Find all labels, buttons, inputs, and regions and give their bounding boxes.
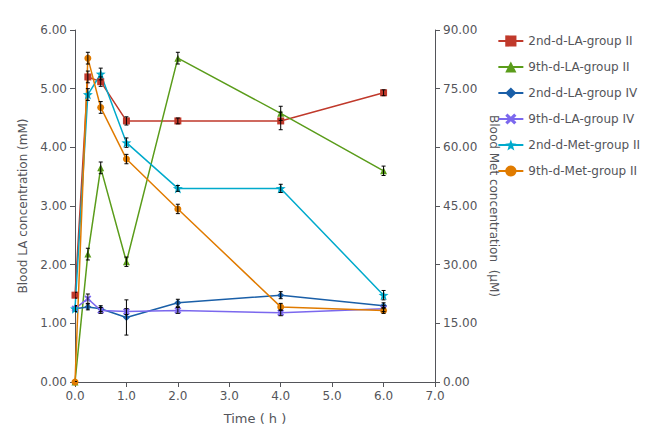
svg-text:Time ( h ): Time ( h )	[223, 411, 287, 426]
svg-text:2.0: 2.0	[168, 389, 187, 403]
svg-text:30.00: 30.00	[443, 258, 477, 272]
svg-text:4.00: 4.00	[40, 140, 67, 154]
svg-text:2.00: 2.00	[40, 258, 67, 272]
svg-text:4.0: 4.0	[271, 389, 290, 403]
svg-text:9th-d-LA-group IV: 9th-d-LA-group IV	[528, 112, 635, 126]
svg-text:15.00: 15.00	[443, 316, 477, 330]
svg-text:6.00: 6.00	[40, 23, 67, 37]
svg-text:0.0: 0.0	[65, 389, 84, 403]
svg-text:0.00: 0.00	[40, 375, 67, 389]
svg-text:60.00: 60.00	[443, 140, 477, 154]
svg-text:1.00: 1.00	[40, 316, 67, 330]
svg-text:0.00: 0.00	[443, 375, 470, 389]
svg-text:1.0: 1.0	[117, 389, 136, 403]
svg-text:Blood Met concentration (μM): Blood Met concentration (μM)	[487, 115, 501, 297]
svg-text:5.0: 5.0	[323, 389, 342, 403]
svg-text:Blood LA concentration (mM): Blood LA concentration (mM)	[16, 119, 30, 294]
svg-text:75.00: 75.00	[443, 82, 477, 96]
svg-text:90.00: 90.00	[443, 23, 477, 37]
svg-text:3.0: 3.0	[220, 389, 239, 403]
svg-text:9th-d-Met-group II: 9th-d-Met-group II	[528, 164, 637, 178]
svg-text:2nd-d-LA-group II: 2nd-d-LA-group II	[528, 34, 632, 48]
svg-text:2nd-d-Met-group II: 2nd-d-Met-group II	[528, 138, 640, 152]
svg-text:2nd-d-LA-group IV: 2nd-d-LA-group IV	[528, 86, 638, 100]
svg-text:3.00: 3.00	[40, 199, 67, 213]
svg-text:45.00: 45.00	[443, 199, 477, 213]
svg-text:7.0: 7.0	[425, 389, 444, 403]
svg-text:9th-d-LA-group II: 9th-d-LA-group II	[528, 60, 629, 74]
svg-text:5.00: 5.00	[40, 82, 67, 96]
svg-text:6.0: 6.0	[374, 389, 393, 403]
